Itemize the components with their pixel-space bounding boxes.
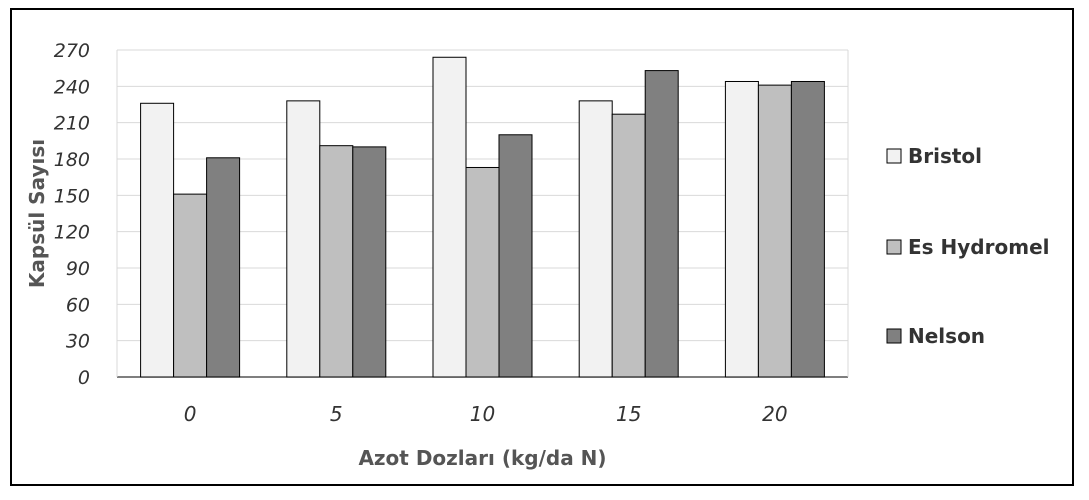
- y-tick-label: 270: [54, 40, 90, 62]
- legend-label: Bristol: [908, 144, 982, 168]
- legend-label: Es Hydromel: [908, 235, 1049, 259]
- y-tick-label: 0: [78, 367, 90, 389]
- bar-es-hydromel: [611, 113, 646, 378]
- bar-es-hydromel: [319, 145, 354, 378]
- x-tick-label: 15: [616, 402, 641, 426]
- y-tick-label: 90: [66, 258, 90, 280]
- y-tick-label: 30: [66, 331, 90, 353]
- bar-bristol: [286, 100, 321, 378]
- bar-es-hydromel: [173, 193, 208, 378]
- x-axis-ticks: 0 5 10 15 20: [184, 402, 788, 426]
- legend-label: Nelson: [908, 324, 985, 348]
- bar-es-hydromel: [757, 84, 792, 378]
- bar-nelson: [206, 157, 241, 378]
- bar-bristol: [432, 56, 467, 378]
- legend-swatch: [886, 328, 902, 344]
- bar-nelson: [644, 70, 679, 378]
- bar-nelson: [498, 134, 533, 378]
- bars: [140, 56, 825, 378]
- y-tick-label: 60: [66, 294, 90, 316]
- legend-swatch: [886, 148, 902, 164]
- x-tick-label: 20: [762, 402, 787, 426]
- x-tick-label: 0: [184, 402, 197, 426]
- y-tick-label: 120: [54, 222, 90, 244]
- bar-nelson: [790, 80, 825, 378]
- legend-swatch: [886, 239, 902, 255]
- x-tick-label: 10: [470, 402, 495, 426]
- bar-bristol: [724, 80, 759, 378]
- x-axis-title: Azot Dozları (kg/da N): [358, 446, 606, 470]
- y-axis-ticks: 0 30 60 90 120 150 180 210 240 270: [54, 40, 90, 389]
- bar-nelson: [352, 146, 387, 378]
- legend: Bristol Es Hydromel Nelson: [886, 144, 1049, 348]
- x-tick-label: 5: [330, 402, 343, 426]
- bar-bristol: [578, 100, 613, 378]
- y-tick-label: 150: [54, 185, 90, 207]
- y-tick-label: 210: [54, 113, 90, 135]
- y-axis-title: Kapsül Sayısı: [25, 139, 49, 288]
- y-tick-label: 180: [54, 149, 90, 171]
- bar-es-hydromel: [465, 166, 500, 378]
- bar-bristol: [140, 102, 175, 378]
- y-tick-label: 240: [54, 76, 90, 98]
